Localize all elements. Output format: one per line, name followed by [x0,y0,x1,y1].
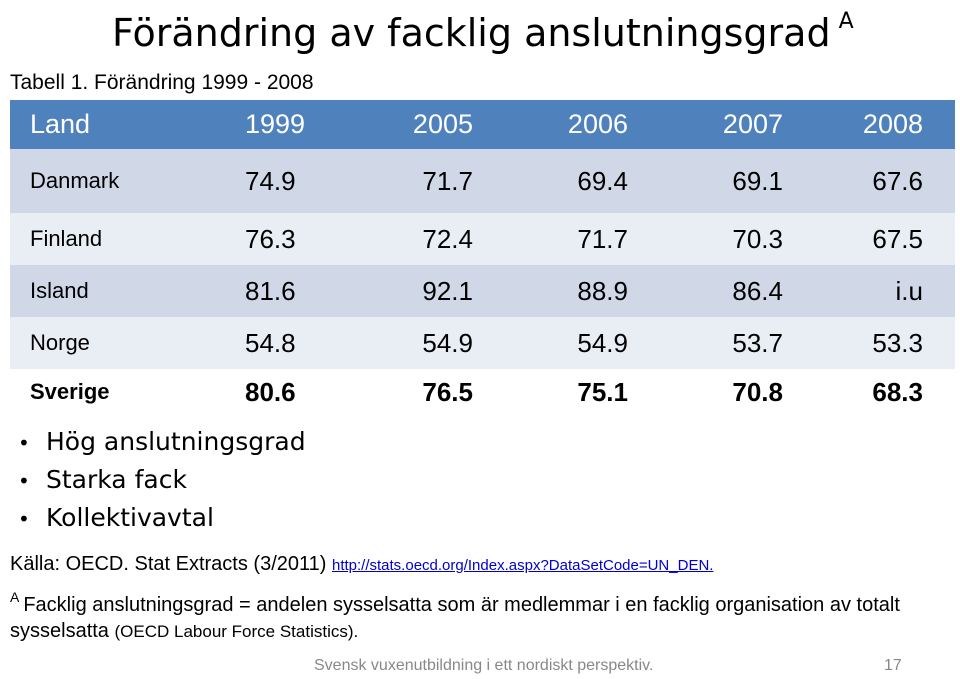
table-row-island: Island 81.6 92.1 88.9 86.4 i.u [10,265,955,317]
footnote: A Facklig anslutningsgrad = andelen sysse… [10,584,945,645]
bullet-dot-icon: • [18,507,30,531]
bullet-dot-icon: • [18,431,30,455]
table-row-sverige: Sverige 80.6 76.5 75.1 70.8 68.3 [10,369,955,415]
union-density-table: Land 1999 2005 2006 2007 2008 Danmark 74… [10,100,955,415]
country-cell: Norge [30,330,90,355]
slide-footer: Svensk vuxenutbildning i ett nordiskt pe… [314,657,654,674]
value-cell-2006: 54.9 [577,327,628,358]
bullet-item: • Kollektivavtal [18,500,306,538]
page-number: 17 [884,657,902,674]
value-cell-2005: 76.5 [422,376,473,407]
value-cell-2005: 71.7 [422,165,473,196]
source-link[interactable]: http://stats.oecd.org/Index.aspx?DataSet… [331,557,714,574]
value-cell-2008: 53.3 [872,327,923,358]
value-cell-2006: 88.9 [577,275,628,306]
value-cell-1999: 74.9 [245,165,296,196]
value-cell-2007: 86.4 [732,275,783,306]
footnote-text: Facklig anslutningsgrad = andelen syssel… [10,594,900,642]
value-cell-2005: 54.9 [422,327,473,358]
bullet-text: Hög anslutningsgrad [46,427,306,456]
header-2007: 2007 [660,100,815,149]
value-cell-2007: 70.8 [732,376,783,407]
bullet-text: Kollektivavtal [46,503,214,532]
title-footnote-marker: A [838,9,854,34]
value-cell-2005: 92.1 [422,275,473,306]
country-cell: Finland [30,226,103,251]
value-cell-2006: 75.1 [577,376,628,407]
slide-title: Förändring av facklig anslutningsgrad A [112,0,854,59]
value-cell-2007: 69.1 [732,165,783,196]
value-cell-2008: 67.6 [872,165,923,196]
footnote-marker: A [10,589,20,605]
value-cell-2007: 70.3 [732,223,783,254]
bullet-item: • Starka fack [18,462,306,500]
footnote-source: (OECD Labour Force Statistics). [114,622,359,641]
header-2006: 2006 [505,100,660,149]
table-header-row: Land 1999 2005 2006 2007 2008 [10,100,955,149]
source-text: Källa: OECD. Stat Extracts (3/2011) [10,553,327,575]
country-cell: Sverige [30,379,110,404]
value-cell-2007: 53.7 [732,327,783,358]
country-cell: Danmark [30,168,120,193]
table-row-norge: Norge 54.8 54.9 54.9 53.7 53.3 [10,317,955,369]
value-cell-2006: 71.7 [577,223,628,254]
country-cell: Island [30,278,89,303]
value-cell-1999: 54.8 [245,327,296,358]
bullet-list: • Hög anslutningsgrad • Starka fack • Kolle… [18,424,306,538]
value-cell-2006: 69.4 [577,165,628,196]
header-1999: 1999 [185,100,355,149]
bullet-text: Starka fack [46,465,187,494]
value-cell-1999: 80.6 [245,376,296,407]
header-land: Land [10,100,185,149]
table-caption: Tabell 1. Förändring 1999 - 2008 [10,71,314,94]
value-cell-1999: 81.6 [245,275,296,306]
value-cell-2005: 72.4 [422,223,473,254]
value-cell-2008: 68.3 [872,376,923,407]
table-row-danmark: Danmark 74.9 71.7 69.4 69.1 67.6 [10,149,955,213]
value-cell-2008: 67.5 [872,223,923,254]
value-cell-1999: 76.3 [245,223,296,254]
source-line: Källa: OECD. Stat Extracts (3/2011) http… [10,552,713,578]
bullet-dot-icon: • [18,469,30,493]
header-2005: 2005 [355,100,505,149]
value-cell-2008: i.u [895,275,923,306]
slide-title-text: Förändring av facklig anslutningsgrad [112,11,831,55]
bullet-item: • Hög anslutningsgrad [18,424,306,462]
header-2008: 2008 [815,100,955,149]
table-row-finland: Finland 76.3 72.4 71.7 70.3 67.5 [10,213,955,265]
